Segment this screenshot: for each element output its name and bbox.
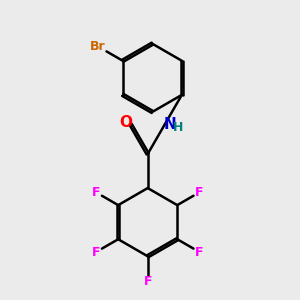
Text: Br: Br (90, 40, 105, 53)
Text: F: F (92, 245, 100, 259)
Text: H: H (172, 121, 183, 134)
Text: F: F (195, 245, 204, 259)
Text: F: F (195, 186, 204, 199)
Text: F: F (92, 186, 100, 199)
Text: F: F (143, 275, 152, 288)
Text: N: N (164, 117, 176, 132)
Text: O: O (119, 115, 132, 130)
